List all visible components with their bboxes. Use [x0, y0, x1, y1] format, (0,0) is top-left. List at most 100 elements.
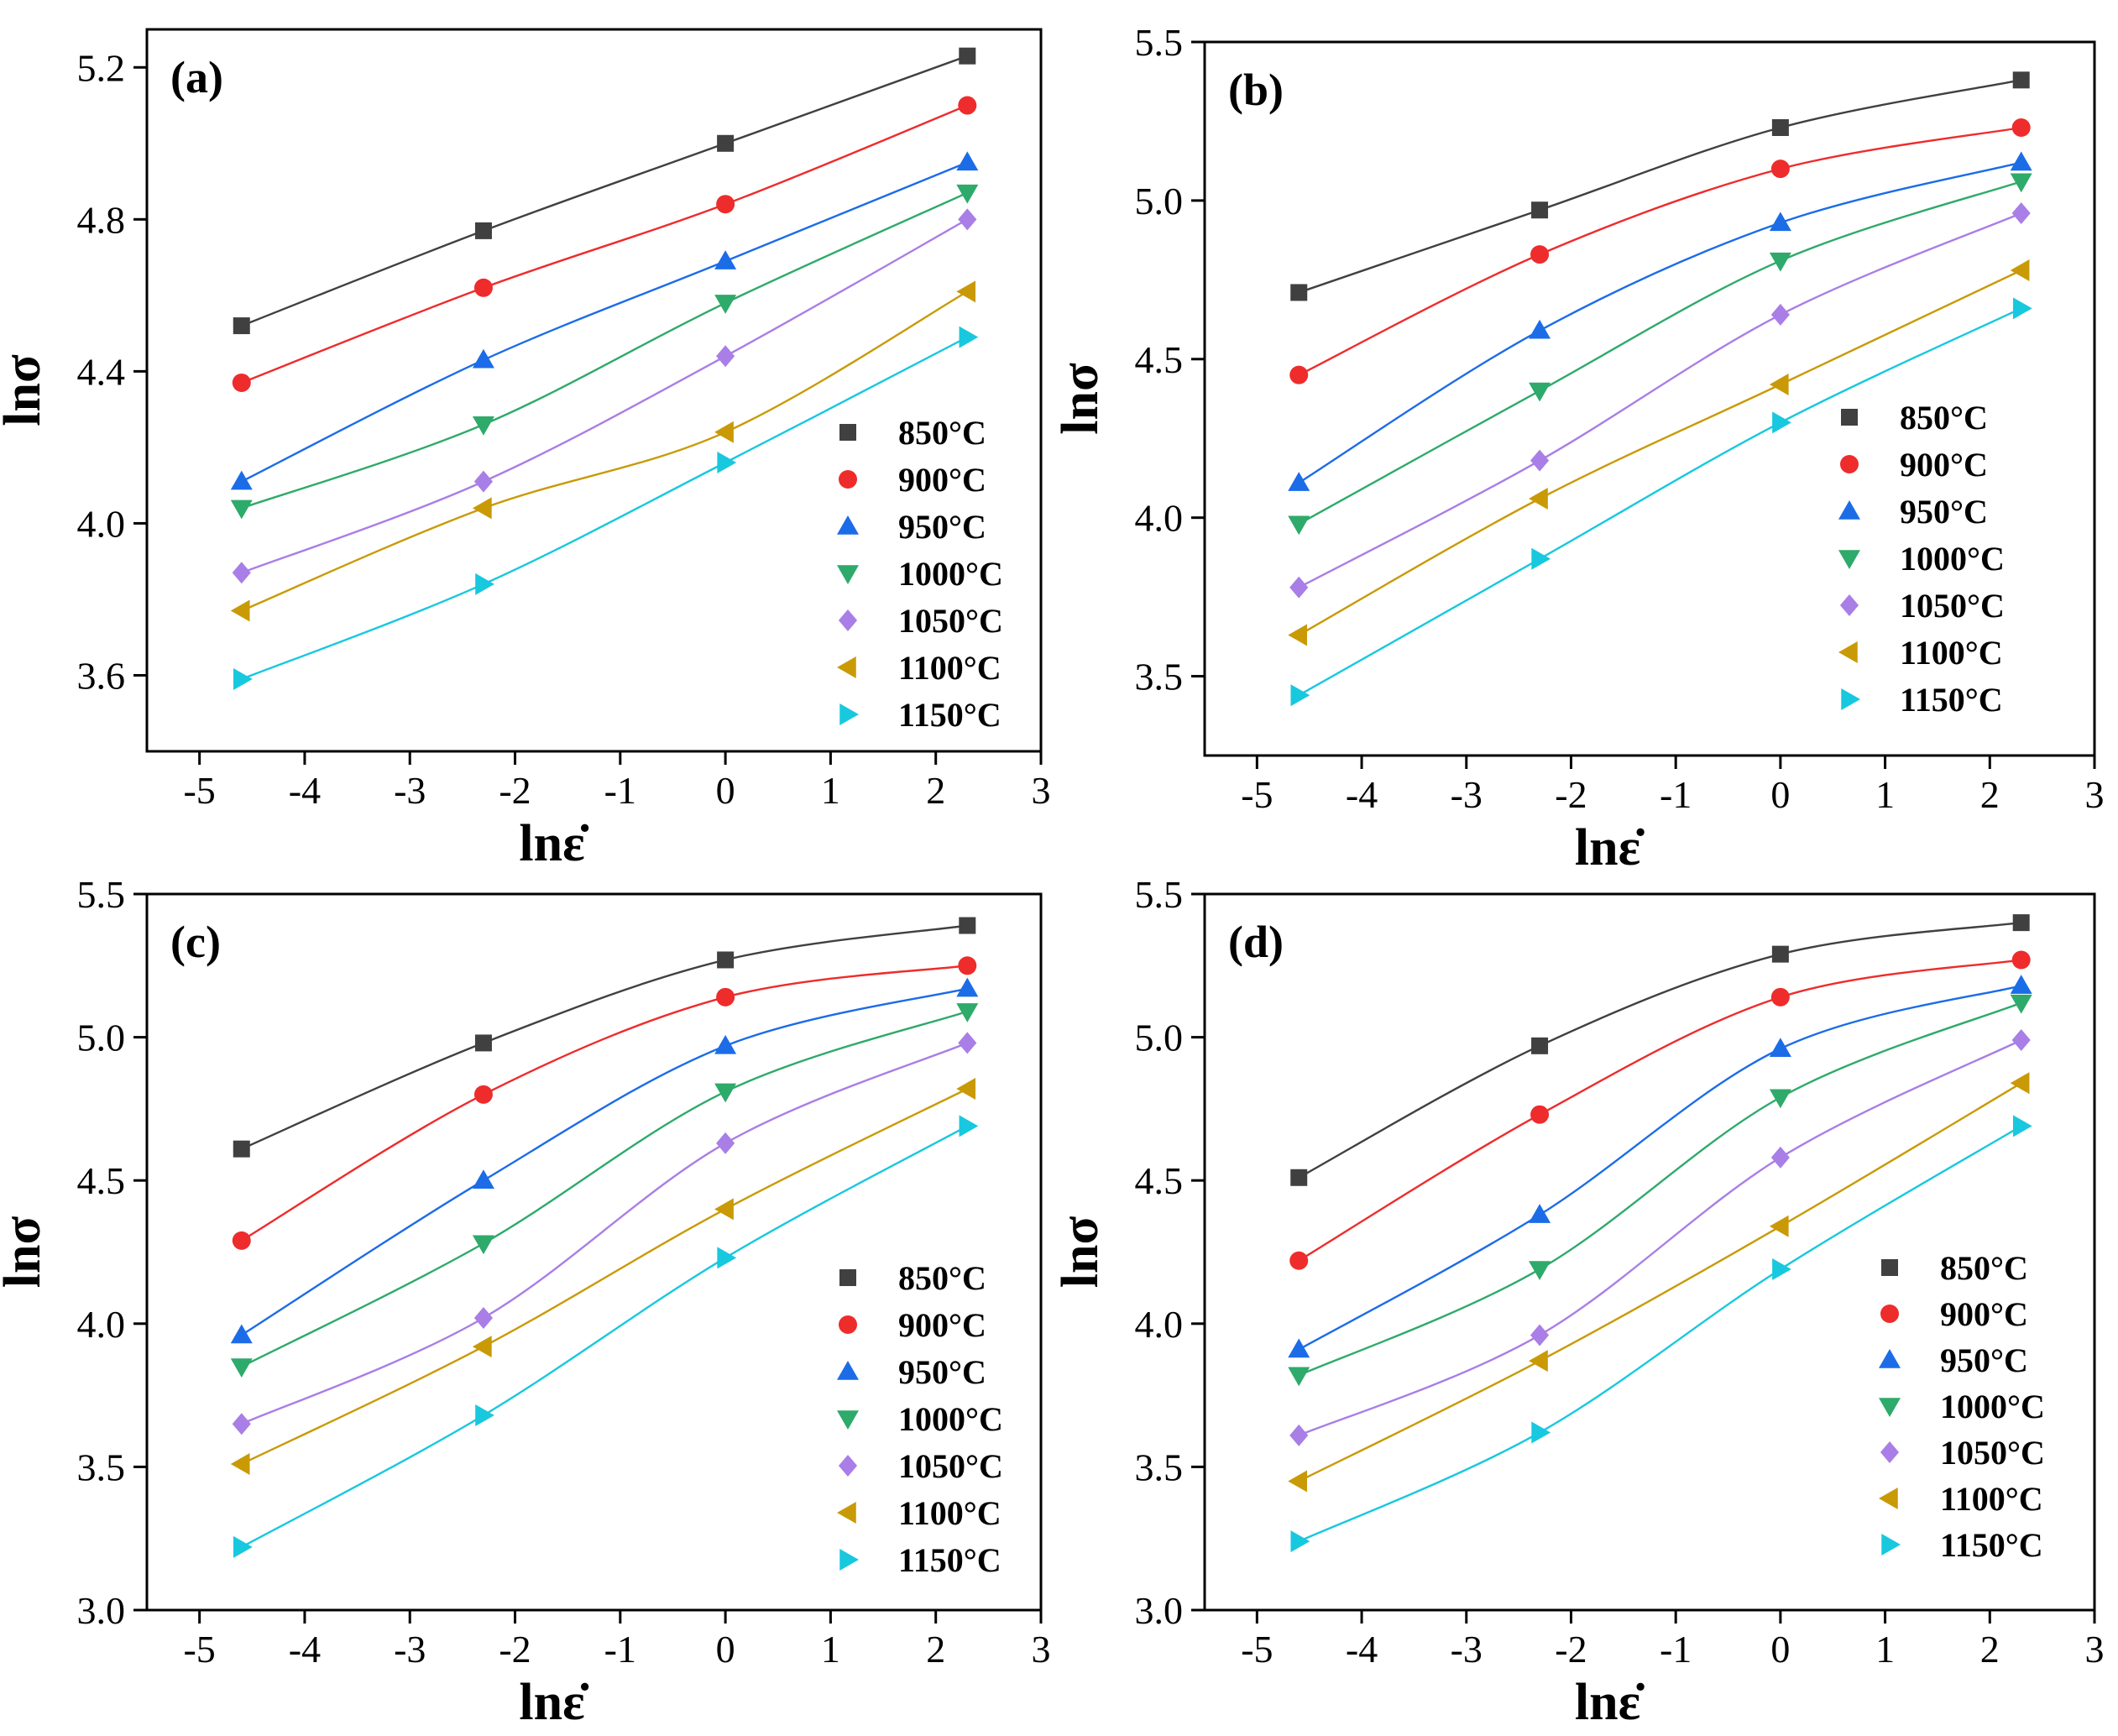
- legend-label: 1050°C: [1900, 587, 2005, 625]
- y-tick-label: 3.5: [1135, 656, 1184, 698]
- data-point: [230, 1358, 253, 1378]
- data-point: [958, 1032, 977, 1054]
- y-tick-label: 4.5: [77, 1159, 126, 1202]
- data-point: [1772, 1258, 1791, 1280]
- data-point: [2010, 975, 2032, 994]
- legend-marker: [1880, 1441, 1900, 1463]
- data-point: [232, 1231, 251, 1250]
- data-point: [233, 1535, 253, 1558]
- series-line-950°C: [241, 161, 968, 483]
- legend-label: 950°C: [898, 508, 986, 546]
- series-line-1000°C: [1298, 180, 2022, 526]
- data-point: [1770, 1146, 1790, 1169]
- y-tick-label: 5.5: [77, 873, 126, 916]
- y-axis-title: lnσ: [0, 354, 51, 426]
- y-tick-label: 5.5: [1135, 873, 1184, 916]
- series-line-1150°C: [241, 336, 968, 681]
- data-point: [1529, 1350, 1548, 1373]
- legend-label: 850°C: [898, 1259, 986, 1297]
- y-tick-label: 5.0: [1135, 1017, 1184, 1059]
- data-point: [2010, 259, 2030, 281]
- data-point: [1289, 1251, 1309, 1270]
- series-line-850°C: [241, 55, 968, 327]
- legend: 850°C 900°C 950°C 1000°C 1050°C 1100°C 1150°C: [1838, 399, 2005, 719]
- panel-label: (b): [1228, 65, 1284, 115]
- x-axis-title: lnε̇: [519, 1674, 588, 1731]
- series-line-1100°C: [241, 1087, 968, 1466]
- plot-frame: [145, 28, 1043, 753]
- y-tick-label: 3.5: [77, 1446, 126, 1488]
- data-point: [1531, 1037, 1549, 1054]
- series-line-850°C: [1298, 921, 2021, 1179]
- legend-marker: [837, 565, 859, 584]
- legend-label: 1100°C: [898, 1494, 1001, 1532]
- legend-marker: [839, 1315, 857, 1334]
- x-tick-label: -1: [1660, 773, 1692, 816]
- legend-marker: [838, 609, 858, 631]
- legend-marker: [1839, 594, 1859, 616]
- x-tick-label: 1: [1875, 1628, 1895, 1671]
- data-point: [232, 1413, 251, 1435]
- y-tick-label: 4.5: [1135, 1159, 1184, 1202]
- data-point: [472, 416, 494, 436]
- y-tick-label: 4.4: [77, 350, 126, 393]
- series-line-1150°C: [1298, 1125, 2022, 1543]
- data-point: [232, 373, 251, 392]
- data-point: [233, 1140, 250, 1158]
- data-point: [1288, 515, 1310, 536]
- x-tick-label: 1: [821, 769, 840, 812]
- panel-label: (a): [170, 52, 223, 102]
- x-tick-label: -3: [1451, 1628, 1483, 1671]
- series-line-1100°C: [1298, 269, 2022, 636]
- data-point: [230, 499, 253, 520]
- data-point: [956, 184, 979, 204]
- data-point: [472, 1169, 494, 1189]
- legend-label: 1050°C: [898, 1447, 1003, 1485]
- data-point: [1289, 1424, 1309, 1446]
- data-point: [714, 250, 737, 269]
- legend-marker: [1838, 550, 1860, 569]
- series-line-900°C: [1298, 959, 2021, 1262]
- y-tick-label: 4.0: [77, 1303, 126, 1346]
- data-point: [714, 295, 737, 314]
- data-point: [959, 1115, 979, 1137]
- legend-label: 900°C: [1900, 446, 1988, 484]
- data-point: [1771, 945, 1789, 963]
- data-point: [2011, 118, 2031, 137]
- data-point: [473, 470, 493, 493]
- x-tick-label: 0: [1770, 1628, 1790, 1671]
- legend-label: 900°C: [898, 1306, 986, 1344]
- data-point: [474, 1034, 492, 1052]
- data-point: [474, 222, 492, 239]
- legend-label: 1050°C: [1940, 1434, 2045, 1472]
- legend: 850°C 900°C 950°C 1000°C 1050°C 1100°C 1150°C: [837, 414, 1003, 734]
- x-tick-label: 0: [716, 769, 735, 812]
- y-tick-label: 4.5: [1135, 338, 1184, 381]
- y-tick-label: 4.8: [77, 198, 126, 241]
- series-line-900°C: [241, 965, 968, 1242]
- x-tick-label: -1: [604, 1628, 636, 1671]
- data-point: [714, 1034, 737, 1054]
- y-tick-label: 5.0: [77, 1017, 126, 1059]
- data-point: [958, 96, 977, 115]
- data-point: [714, 1198, 734, 1221]
- data-point: [230, 1452, 250, 1475]
- legend-label: 1150°C: [1900, 681, 2003, 719]
- x-tick-label: -2: [499, 769, 531, 812]
- data-point: [475, 573, 494, 595]
- y-axis-title: lnσ: [1052, 363, 1109, 435]
- chart-panel-1: -5 -4 -3 -2 -1 0 1 2 3 3.6 4.0 4.4 4.8 5.2 lnε̇ lnσ (a) 8…: [0, 28, 1051, 872]
- data-point: [2010, 1072, 2030, 1095]
- data-point: [1289, 576, 1309, 599]
- y-tick-label: 5.5: [1135, 21, 1184, 64]
- series-line-850°C: [241, 924, 968, 1150]
- data-point: [714, 1083, 737, 1103]
- legend-marker: [838, 1455, 858, 1477]
- data-point: [714, 421, 734, 443]
- legend-marker: [1840, 455, 1859, 473]
- x-tick-label: -4: [1346, 1628, 1378, 1671]
- y-tick-label: 5.0: [1135, 180, 1184, 222]
- data-point: [717, 951, 735, 969]
- data-point: [2011, 1029, 2031, 1052]
- panel-label: (d): [1228, 917, 1284, 967]
